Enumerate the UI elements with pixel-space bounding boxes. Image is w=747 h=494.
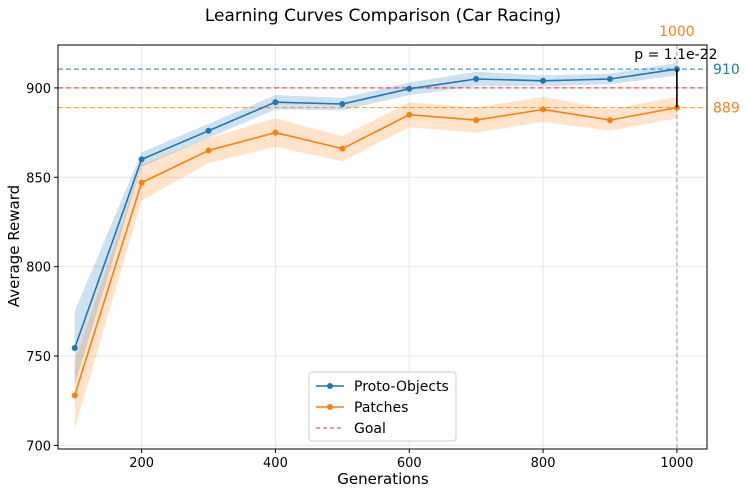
x-tick-label-1000: 1000 bbox=[660, 456, 693, 471]
data-point-patches-700 bbox=[473, 117, 480, 124]
data-point-patches-900 bbox=[606, 117, 613, 124]
data-point-proto-objects-400 bbox=[272, 99, 279, 106]
plot-area-frame bbox=[57, 44, 708, 450]
series-lines bbox=[71, 66, 680, 399]
patches-final-value: 889 bbox=[713, 101, 740, 117]
data-point-proto-objects-200 bbox=[138, 156, 145, 163]
p-value-label: p = 1.1e-22 bbox=[634, 47, 717, 63]
y-tick-label-850: 850 bbox=[26, 171, 51, 186]
data-point-proto-objects-600 bbox=[406, 85, 413, 92]
y-tick-label-750: 750 bbox=[26, 350, 51, 365]
proto-objects-final-value: 910 bbox=[713, 62, 740, 78]
legend-box bbox=[308, 371, 457, 442]
data-point-patches-300 bbox=[205, 147, 212, 154]
data-point-proto-objects-700 bbox=[473, 75, 480, 82]
chart-title: Learning Curves Comparison (Car Racing) bbox=[205, 6, 561, 26]
y-tick-label-900: 900 bbox=[26, 82, 51, 97]
legend-marker-patches bbox=[327, 404, 333, 410]
y-axis-label: Average Reward bbox=[5, 185, 23, 307]
reference-lines bbox=[58, 45, 707, 449]
plot-frame bbox=[57, 44, 708, 450]
data-point-proto-objects-800 bbox=[540, 77, 547, 84]
y-tick-label-800: 800 bbox=[26, 261, 51, 276]
data-point-proto-objects-900 bbox=[606, 75, 613, 82]
data-point-patches-800 bbox=[540, 106, 547, 113]
legend-label-proto-objects: Proto-Objects bbox=[354, 379, 449, 395]
x-tick-label-400: 400 bbox=[263, 456, 288, 471]
axis-ticks: 200 400 600 800 1000 700 750 800 850 900 bbox=[26, 82, 693, 471]
x-tick-label-800: 800 bbox=[531, 456, 556, 471]
x-tick-label-600: 600 bbox=[397, 456, 422, 471]
series-line-patches bbox=[73, 106, 678, 396]
data-point-patches-600 bbox=[406, 111, 413, 118]
x-axis-label: Generations bbox=[337, 470, 429, 488]
data-point-patches-100 bbox=[71, 392, 78, 399]
legend-marker-proto-objects bbox=[327, 383, 333, 389]
data-point-proto-objects-100 bbox=[71, 345, 78, 351]
data-point-proto-objects-300 bbox=[205, 127, 212, 134]
data-point-patches-500 bbox=[339, 145, 346, 152]
x-tick-label-200: 200 bbox=[129, 456, 154, 471]
data-point-patches-400 bbox=[272, 129, 279, 136]
legend: Proto-Objects Patches Goal bbox=[308, 371, 457, 442]
final-generation-label: 1000 bbox=[659, 24, 695, 40]
series-line-proto-objects bbox=[73, 68, 678, 349]
legend-label-goal: Goal bbox=[354, 421, 386, 437]
data-point-proto-objects-500 bbox=[339, 100, 346, 107]
y-tick-label-700: 700 bbox=[26, 439, 51, 454]
data-point-patches-200 bbox=[138, 179, 145, 186]
legend-label-patches: Patches bbox=[354, 400, 408, 416]
